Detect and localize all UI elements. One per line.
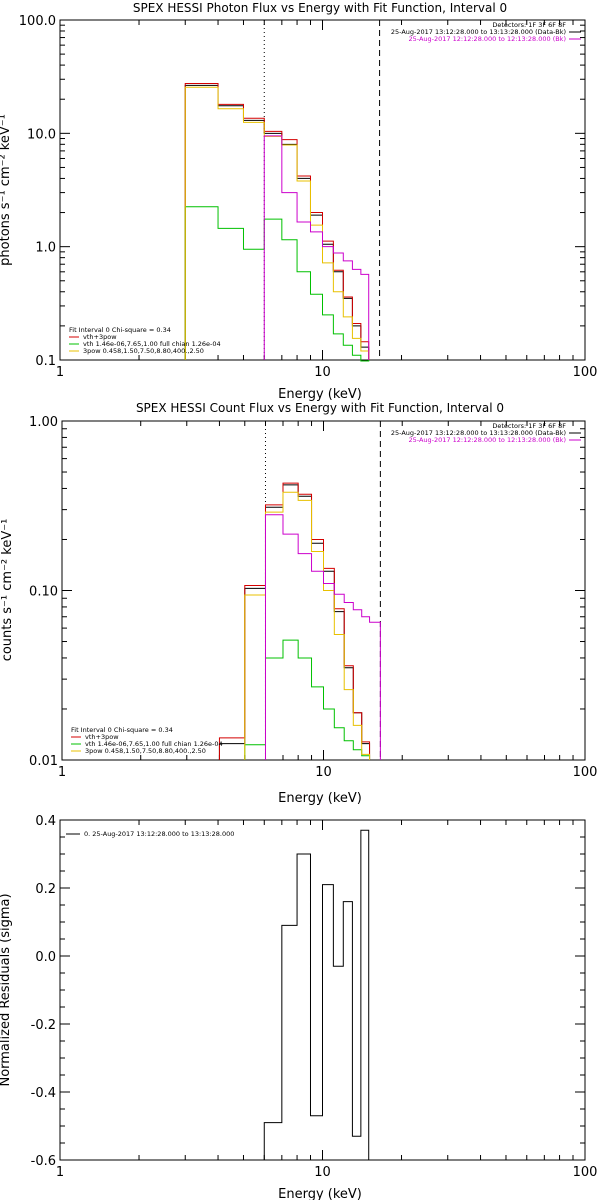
photon-fit-line: vth 1.46e-06,7.65,1.00 full chian 1.26e-…	[83, 340, 221, 348]
count-x-axis-label: Energy (keV)	[278, 791, 362, 806]
count-y-axis-label: counts s⁻¹ cm⁻² keV⁻¹	[0, 519, 15, 662]
count-series-4-histogram	[264, 514, 381, 760]
residual-legend-text: 0. 25-Aug-2017 13:12:28.000 to 13:13:28.…	[84, 830, 234, 838]
photon-x-axis-label: Energy (keV)	[278, 387, 362, 402]
residual-y-tick-label: -0.2	[31, 1018, 56, 1033]
photon-y-tick-label: 0.1	[35, 354, 56, 369]
photon-series-0-histogram	[184, 84, 370, 360]
count-x-tick-label: 100	[573, 765, 598, 780]
residuals-x-axis-label: Energy (keV)	[278, 1187, 362, 1200]
residual-y-tick-label: -0.4	[31, 1086, 56, 1101]
photon-series-3-histogram	[184, 86, 370, 360]
residual-x-tick-label: 100	[573, 1165, 598, 1180]
count-plot-area: 1 10 100 0.01 0.10 1.00 Detectors: 1F 3F 6F 8F…	[29, 415, 597, 780]
photon-header-line: 25-Aug-2017 12:12:28.000 to 12:13:28.000…	[409, 35, 566, 43]
photon-fit-line: vth+3pow	[83, 333, 117, 341]
residual-y-tick-label: 0.2	[35, 882, 56, 897]
count-y-tick-label: 0.01	[29, 754, 58, 769]
count-y-tick-label: 0.10	[29, 585, 58, 600]
residual-y-tick-label: 0.0	[35, 950, 56, 965]
count-panel-title: SPEX HESSI Count Flux vs Energy with Fit…	[136, 401, 504, 415]
count-fit-line: vth 1.46e-06,7.65,1.00 full chian 1.26e-…	[85, 740, 223, 748]
count-header-line: Detectors: 1F 3F 6F 8F	[492, 422, 566, 430]
count-fit-line: 3pow 0.458,1.50,7.50,8.80,400.,2.50	[85, 747, 206, 755]
photon-y-tick-label: 10.0	[27, 127, 56, 142]
photon-panel-title: SPEX HESSI Photon Flux vs Energy with Fi…	[133, 1, 507, 15]
residuals-y-axis-label: Normalized Residuals (sigma)	[0, 893, 13, 1086]
count-y-tick-label: 1.00	[29, 415, 58, 430]
photon-y-tick-label: 1.0	[35, 241, 56, 256]
photon-x-tick-label: 1	[56, 365, 64, 380]
residual-series-0-histogram	[263, 829, 370, 1160]
count-x-tick-label: 10	[315, 765, 332, 780]
count-fit-line: Fit Interval 0 Chi-square = 0.34	[71, 726, 173, 734]
photon-header-line: Detectors: 1F 3F 6F 8F	[492, 21, 566, 29]
residuals-plot-area: 1 10 100 -0.6 -0.4 -0.2 0.0 0.2 0.4 0. 25-Aug-201…	[31, 814, 598, 1180]
photon-x-tick-label: 10	[314, 365, 331, 380]
photon-x-tick-label: 100	[573, 365, 598, 380]
residuals-panel: 1 10 100 -0.6 -0.4 -0.2 0.0 0.2 0.4 0. 25-Aug-201…	[0, 814, 597, 1200]
count-x-tick-label: 1	[58, 765, 66, 780]
photon-header-line: 25-Aug-2017 13:12:28.000 to 13:13:28.000…	[391, 28, 566, 36]
residual-x-tick-label: 1	[56, 1165, 64, 1180]
count-series-2-histogram	[244, 639, 371, 760]
residual-y-tick-label: 0.4	[35, 814, 56, 829]
count-fit-line: vth+3pow	[85, 733, 119, 741]
photon-y-axis-label: photons s⁻¹ cm⁻² keV⁻¹	[0, 114, 13, 266]
count-flux-panel: SPEX HESSI Count Flux vs Energy with Fit…	[0, 401, 597, 806]
photon-fit-line: 3pow 0.458,1.50,7.50,8.80,400.,2.50	[83, 347, 204, 355]
residual-y-tick-label: -0.6	[31, 1154, 56, 1169]
count-series-3-histogram	[244, 491, 371, 760]
photon-series-1-histogram	[184, 83, 370, 360]
count-header-line: 25-Aug-2017 13:12:28.000 to 13:13:28.000…	[391, 429, 566, 437]
count-series-0-histogram	[218, 484, 371, 760]
residual-x-tick-label: 10	[314, 1165, 331, 1180]
photon-flux-panel: SPEX HESSI Photon Flux vs Energy with Fi…	[0, 1, 597, 402]
photon-series-2-histogram	[184, 206, 370, 362]
photon-plot-area: 1 10 100 0.1 1.0 10.0 100.0 Detectors: 1F 3F 6F…	[19, 14, 598, 380]
photon-series-4-histogram	[263, 135, 370, 360]
count-header-line: 25-Aug-2017 12:12:28.000 to 12:13:28.000…	[409, 436, 566, 444]
count-series-1-histogram	[218, 482, 371, 760]
photon-y-tick-label: 100.0	[19, 14, 56, 29]
photon-fit-line: Fit Interval 0 Chi-square = 0.34	[69, 326, 171, 334]
